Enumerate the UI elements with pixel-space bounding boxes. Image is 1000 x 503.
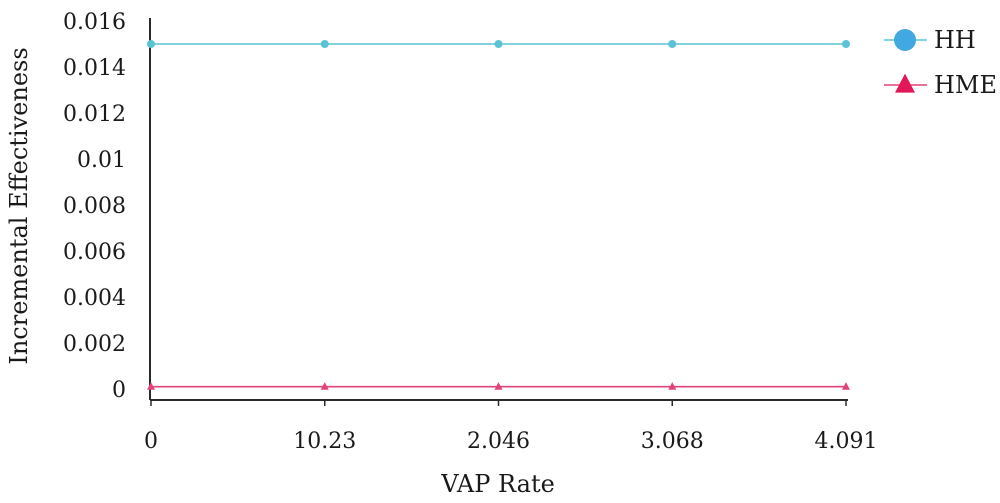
data-point-hme [320,382,329,390]
data-point-hh [147,40,155,48]
y-tick-label: 0.012 [63,102,126,127]
y-tick-label: 0.008 [63,194,126,219]
series-hme [147,382,850,390]
x-tick-label: 3.068 [641,429,704,454]
x-axis-ticks: 0 10.23 2.046 3.068 4.091 [144,400,877,454]
y-tick-label: 0.014 [63,56,126,81]
x-tick-label: 10.23 [293,429,356,454]
data-point-hme [668,382,677,390]
y-tick-label: 0.01 [77,148,126,173]
data-point-hh [320,40,329,48]
legend-item-hme: HME [884,71,997,99]
series-layer [147,40,850,390]
x-tick-label: 2.046 [467,429,530,454]
y-axis-title: Incremental Effectiveness [5,47,33,364]
legend: HH HME [884,26,997,99]
x-tick-label: 0 [144,429,158,454]
series-hh [147,40,850,48]
x-tick-label: 4.091 [815,429,878,454]
y-tick-label: 0.002 [63,332,126,357]
data-point-hh [494,40,503,48]
y-tick-label: 0.016 [63,10,126,35]
legend-label: HH [934,26,976,54]
data-point-hme [147,382,155,390]
circle-marker-icon [894,29,916,51]
legend-item-hh: HH [884,26,976,54]
data-point-hh [668,40,677,48]
data-point-hh [842,40,850,48]
y-tick-label: 0.006 [63,240,126,265]
y-tick-label: 0 [112,378,126,403]
plot-area: 0 0.002 0.004 0.006 0.008 0.01 0.012 0.014 0.016… [63,10,877,454]
legend-label: HME [934,71,997,99]
y-tick-label: 0.004 [63,286,126,311]
x-axis-title: VAP Rate [440,470,555,498]
data-point-hme [494,382,503,390]
y-axis-ticks: 0 0.002 0.004 0.006 0.008 0.01 0.012 0.014 0.016 [63,10,126,403]
data-point-hme [842,382,850,390]
triangle-marker-icon [895,73,915,93]
